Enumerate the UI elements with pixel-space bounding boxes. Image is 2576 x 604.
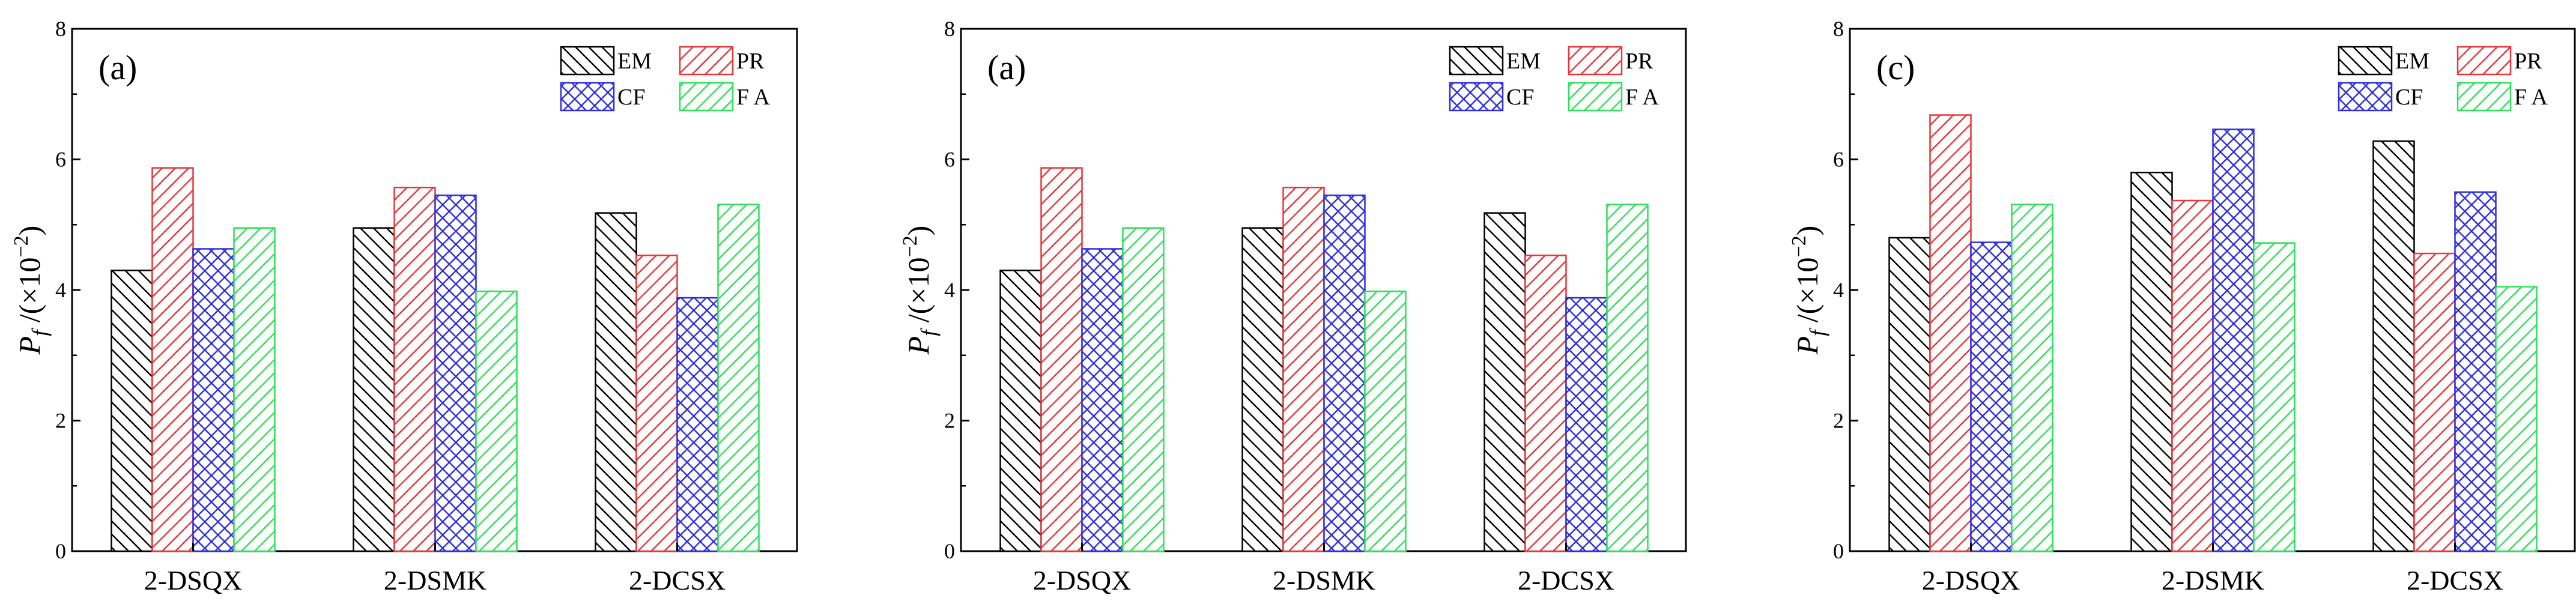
bar-2-dsmk-cf (2212, 128, 2255, 552)
bar-2-dcsx-pr (635, 255, 678, 552)
y-tick-label: 8 (1833, 17, 1844, 41)
bar-2-dcsx-f-a (2495, 286, 2538, 552)
bar-2-dcsx-f-a (717, 204, 760, 552)
bar-2-dsqx-em (999, 270, 1042, 552)
legend-label-em: EM (2395, 49, 2429, 74)
legend-label-f-a: F A (1625, 85, 1659, 110)
y-tick-label: 0 (55, 539, 66, 563)
x-tick-label-2-dcsx: 2-DCSX (629, 565, 726, 596)
x-tick-label-2-dcsx: 2-DCSX (1518, 565, 1614, 596)
bar-2-dsqx-cf (1081, 248, 1124, 552)
y-tick-label: 8 (55, 17, 66, 41)
bar-2-dsmk-em (2130, 172, 2173, 552)
legend-label-pr: PR (736, 49, 765, 74)
panel-label: (a) (98, 48, 137, 87)
y-axis-label: Pf /(×10−2) (1788, 226, 1829, 355)
bar-2-dcsx-em (1483, 212, 1526, 552)
x-tick-label-2-dsmk: 2-DSMK (1273, 565, 1375, 596)
legend-swatch-f-a (679, 82, 734, 112)
legend-swatch-em (560, 46, 615, 76)
legend-swatch-f-a (1568, 82, 1623, 112)
y-axis-label: Pf /(×10−2) (10, 226, 52, 355)
legend-label-em: EM (1506, 49, 1541, 74)
x-tick-label-2-dsqx: 2-DSQX (1922, 565, 2020, 596)
bar-2-dsmk-pr (1282, 187, 1325, 552)
legend-swatch-pr (1568, 46, 1623, 76)
y-tick-label: 4 (944, 278, 955, 302)
legend-swatch-pr (2456, 46, 2512, 76)
bar-2-dsqx-f-a (233, 227, 276, 552)
y-axis-label: Pf /(×10−2) (899, 226, 941, 355)
x-tick-label-2-dcsx: 2-DCSX (2407, 565, 2503, 596)
bar-2-dcsx-cf (2454, 191, 2497, 552)
bar-2-dcsx-f-a (1606, 204, 1649, 552)
legend-swatch-cf (560, 82, 615, 112)
bar-2-dsmk-f-a (1364, 290, 1407, 552)
bar-2-dsqx-em (111, 270, 153, 552)
legend-label-f-a: F A (2514, 85, 2548, 110)
legend-swatch-em (2338, 46, 2393, 76)
bar-2-dsqx-pr (1929, 114, 1972, 552)
legend-label-cf: CF (2395, 85, 2423, 110)
bar-2-dsqx-pr (151, 167, 194, 552)
bar-2-dsmk-pr (2171, 199, 2214, 552)
bar-2-dsmk-em (1241, 227, 1284, 552)
y-tick-label: 6 (944, 148, 955, 172)
bar-2-dsmk-em (353, 227, 395, 552)
bar-2-dsmk-f-a (475, 290, 518, 552)
bar-2-dsqx-pr (1040, 167, 1083, 552)
legend-swatch-f-a (2456, 82, 2512, 112)
y-tick-label: 2 (55, 409, 66, 433)
bar-2-dsqx-cf (1970, 241, 2013, 552)
y-tick-label: 0 (1833, 539, 1844, 563)
bar-2-dcsx-em (2372, 140, 2415, 552)
y-tick-label: 2 (944, 409, 955, 433)
legend-label-em: EM (617, 49, 652, 74)
bar-2-dcsx-pr (1524, 255, 1567, 552)
x-tick-label-2-dsqx: 2-DSQX (1033, 565, 1132, 596)
bar-2-dsqx-em (1888, 237, 1931, 552)
x-tick-label-2-dsmk: 2-DSMK (384, 565, 486, 596)
x-tick-label-2-dsmk: 2-DSMK (2162, 565, 2264, 596)
panel-label: (c) (1876, 48, 1915, 87)
y-tick-label: 4 (1833, 278, 1844, 302)
y-tick-label: 0 (944, 539, 955, 563)
bar-2-dsmk-cf (434, 195, 477, 552)
panel-label: (a) (987, 48, 1026, 87)
bar-2-dcsx-cf (1565, 297, 1608, 552)
legend-swatch-cf (1449, 82, 1504, 112)
legend-swatch-em (1449, 46, 1504, 76)
y-tick-label: 2 (1833, 409, 1844, 433)
legend-label-f-a: F A (736, 85, 771, 110)
legend-label-cf: CF (617, 85, 645, 110)
bar-2-dsmk-f-a (2253, 242, 2296, 552)
legend-swatch-pr (679, 46, 734, 76)
legend-label-pr: PR (2514, 49, 2542, 74)
y-tick-label: 4 (55, 278, 66, 302)
bar-2-dsqx-f-a (2011, 204, 2053, 552)
y-tick-label: 6 (1833, 148, 1844, 172)
bar-2-dsqx-f-a (1122, 227, 1165, 552)
legend-label-pr: PR (1625, 49, 1653, 74)
bar-2-dsmk-pr (393, 187, 436, 552)
chart-panel-1: 0 2 4 6 8 Pf /(×10−2) 2-DSQX 2-DSMK 2-DCSX (a) EM P… (10, 17, 798, 596)
legend-swatch-cf (2338, 82, 2393, 112)
bar-2-dcsx-pr (2413, 252, 2456, 552)
bar-2-dcsx-em (595, 212, 637, 552)
bar-2-dsqx-cf (192, 248, 235, 552)
legend-label-cf: CF (1506, 85, 1534, 110)
x-tick-label-2-dsqx: 2-DSQX (144, 565, 243, 596)
bar-2-dsmk-cf (1323, 195, 1366, 552)
y-tick-label: 6 (55, 148, 66, 172)
chart-panel-2: 0 2 4 6 8 Pf /(×10−2) 2-DSQX 2-DSMK 2-DCSX (a) EM P… (899, 17, 1687, 596)
bar-2-dcsx-cf (676, 297, 719, 552)
chart-panel-3: 0 2 4 6 8 Pf /(×10−2) 2-DSQX 2-DSMK 2-DCSX (c) EM P… (1788, 17, 2576, 596)
y-tick-label: 8 (944, 17, 955, 41)
